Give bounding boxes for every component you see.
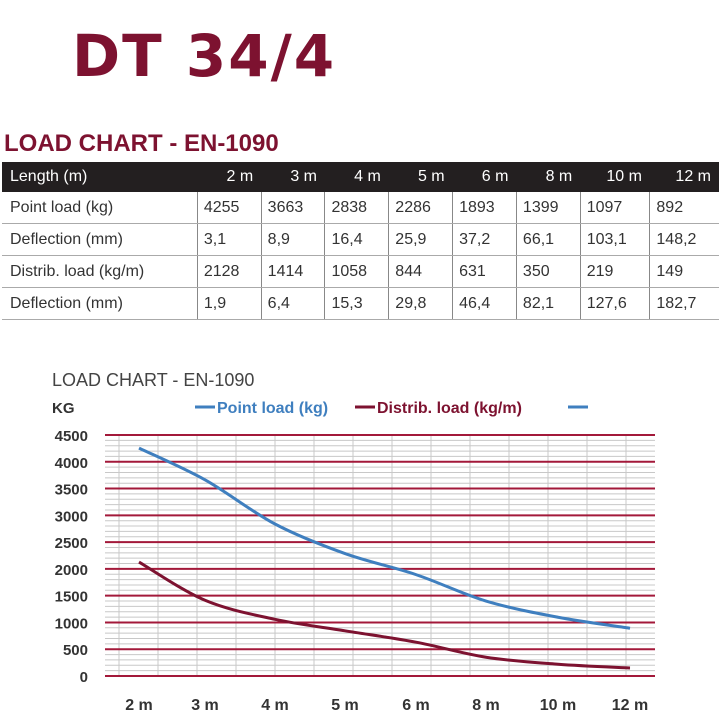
table-row: Deflection (mm) 3,1 8,9 16,4 25,9 37,2 66,1 103… (2, 223, 719, 256)
x-tick-label: 10 m (540, 697, 576, 714)
table-cell: 219 (579, 255, 650, 288)
table-cell: 15,3 (324, 287, 389, 320)
y-tick-label: 2000 (55, 562, 88, 579)
table-row: Distrib. load (kg/m) 2128 1414 1058 844 631 35… (2, 255, 719, 288)
column-header: 12 m (649, 162, 719, 192)
y-tick-label: 3500 (55, 482, 88, 499)
x-tick-label: 5 m (331, 697, 359, 714)
table-cell: 8,9 (260, 223, 325, 256)
x-tick-label: 3 m (191, 697, 219, 714)
table-cell: 66,1 (515, 223, 581, 256)
table-cell: 46,4 (452, 287, 517, 320)
legend-label: Distrib. load (kg/m) (377, 400, 522, 417)
x-tick-label: 4 m (261, 697, 289, 714)
table-cell: 2286 (388, 192, 453, 224)
table-cell: 1414 (260, 255, 325, 288)
x-tick-label: 8 m (472, 697, 500, 714)
ticks: 4500 4000 3500 3000 2500 2000 1500 1000 500 0 2 m 3… (55, 428, 649, 714)
table-cell: 82,1 (515, 287, 581, 320)
table-cell: 1,9 (196, 287, 262, 320)
table-cell: 3,1 (196, 223, 262, 256)
table-cell: 3663 (260, 192, 325, 224)
table-cell: 1399 (515, 192, 581, 224)
table-row: Point load (kg) 4255 3663 2838 2286 1893 1399 1… (2, 192, 719, 224)
column-header: 2 m (197, 162, 262, 192)
y-tick-label: 4000 (55, 455, 88, 472)
table-cell: 29,8 (388, 287, 453, 320)
y-tick-label: 1500 (55, 589, 88, 606)
column-header: 5 m (388, 162, 453, 192)
column-header: 3 m (261, 162, 325, 192)
table-cell: 1097 (579, 192, 650, 224)
chart-title: LOAD CHART - EN-1090 (52, 370, 254, 390)
x-tick-label: 2 m (125, 697, 153, 714)
y-tick-label: 4500 (55, 428, 88, 445)
product-title: DT 34/4 (72, 22, 337, 90)
row-label: Point load (kg) (2, 192, 198, 224)
y-axis-label: KG (52, 400, 75, 417)
load-chart: LOAD CHART - EN-1090 KG Point load (kg) D… (52, 370, 655, 714)
table-cell: 127,6 (579, 287, 650, 320)
x-tick-label: 6 m (402, 697, 430, 714)
table-cell: 149 (649, 255, 719, 288)
table-cell: 148,2 (649, 223, 719, 256)
series-line-1 (138, 560, 631, 670)
column-header: 8 m (516, 162, 581, 192)
legend-label: Point load (kg) (217, 400, 328, 417)
table-cell: 892 (649, 192, 719, 224)
row-label: Deflection (mm) (2, 223, 198, 256)
table-cell: 25,9 (388, 223, 453, 256)
table-cell: 37,2 (452, 223, 517, 256)
table-cell: 1893 (452, 192, 517, 224)
column-header: 6 m (452, 162, 517, 192)
table-cell: 350 (515, 255, 581, 288)
row-label: Distrib. load (kg/m) (2, 255, 198, 288)
table-cell: 182,7 (649, 287, 719, 320)
table-cell: 1058 (324, 255, 389, 288)
table-row: Deflection (mm) 1,9 6,4 15,3 29,8 46,4 82,1 127… (2, 287, 719, 320)
row-label: Deflection (mm) (2, 287, 198, 320)
x-tick-label: 12 m (612, 697, 648, 714)
table-cell: 631 (452, 255, 517, 288)
table-cell: 844 (388, 255, 453, 288)
table-cell: 4255 (196, 192, 262, 224)
column-header: 10 m (580, 162, 650, 192)
table-cell: 2128 (196, 255, 262, 288)
y-tick-label: 500 (63, 642, 88, 659)
table-title: LOAD CHART - EN-1090 (4, 130, 279, 157)
column-header: Length (m) (2, 162, 198, 192)
series-line-0 (138, 446, 631, 630)
table-cell: 103,1 (579, 223, 650, 256)
y-tick-label: 3000 (55, 508, 88, 525)
y-tick-label: 2500 (55, 535, 88, 552)
series-lines (138, 446, 631, 670)
grid (105, 434, 655, 677)
y-tick-label: 0 (80, 669, 88, 686)
legend: Point load (kg) Distrib. load (kg/m) (195, 400, 588, 417)
table-cell: 6,4 (260, 287, 325, 320)
column-header: 4 m (324, 162, 389, 192)
table-cell: 16,4 (324, 223, 389, 256)
table-cell: 2838 (324, 192, 389, 224)
y-tick-label: 1000 (55, 615, 88, 632)
